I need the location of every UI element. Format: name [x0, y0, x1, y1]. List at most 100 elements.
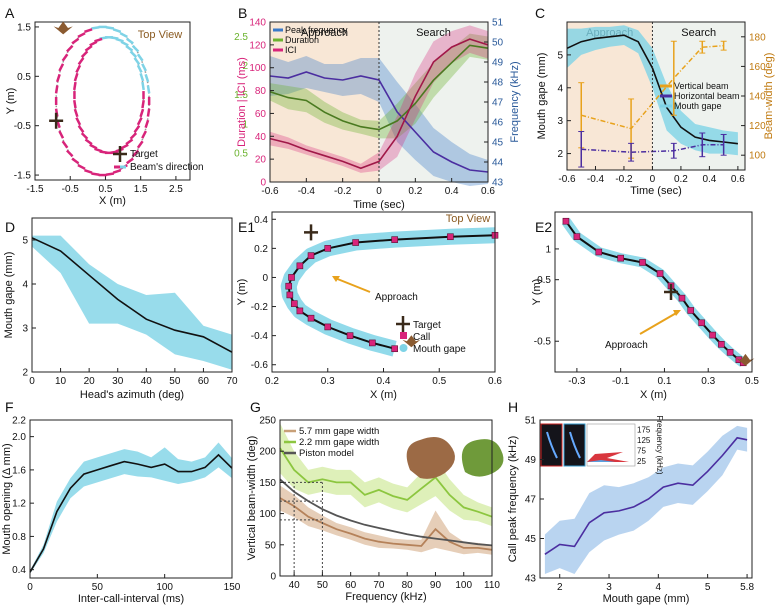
panel-letter: A: [5, 5, 15, 21]
panel-letter: G: [250, 399, 261, 415]
y-tick-label: 47: [525, 495, 537, 506]
call-marker: [617, 254, 624, 262]
beam-direction-mark: [84, 138, 93, 146]
gape-line: [31, 237, 233, 353]
plot-frame: [279, 419, 493, 577]
x-tick-label: 0: [650, 174, 656, 185]
target-cross-icon: [664, 284, 679, 300]
x-tick-label: -0.4: [298, 186, 316, 197]
call-marker: [307, 314, 315, 322]
beam-direction-mark: [139, 108, 145, 118]
legend-swatch: [400, 332, 407, 339]
x-tick-label: 50: [92, 582, 104, 593]
panel-f: 0 50 100 150 0.4 0.8 1.2 1.6 2.0 2.2 Inter-call-in…: [1, 416, 241, 606]
y-tick-label: 2.0: [12, 432, 26, 443]
x-axis-label: Mouth gape (mm): [603, 593, 690, 605]
beam-direction-mark: [77, 32, 86, 38]
x-axis-label: Frequency (kHz): [345, 591, 426, 603]
legend-label: Vertical beam: [674, 81, 729, 91]
x-tick-label: 0.6: [481, 186, 495, 197]
y-tick-label: 60: [255, 109, 267, 120]
y-tick-label: 120: [749, 121, 766, 132]
phase-label: Search: [416, 27, 451, 39]
y-axis-label: Mouth opening (Δ mm): [1, 443, 13, 554]
target-cross-icon: [304, 224, 319, 241]
x-tick-label: 0.5: [99, 184, 113, 195]
beam-direction-mark: [84, 28, 93, 33]
bat-icon: [402, 335, 421, 348]
plot-frame: [31, 217, 233, 373]
beam-direction-mark: [112, 169, 122, 174]
y-tick-label: 3: [22, 324, 28, 335]
legend-swatch: [399, 344, 408, 352]
beam-direction-mark: [58, 130, 65, 139]
beam-direction-mark: [139, 73, 145, 82]
beam-direction-mark: [71, 157, 80, 165]
beam-direction-mark: [146, 108, 151, 117]
opening-band: [30, 442, 232, 574]
beam-direction-mark: [84, 169, 93, 174]
beam-direction-mark: [80, 50, 89, 58]
y-tick-label: 150: [259, 478, 276, 489]
beam-direction-mark: [119, 32, 128, 38]
approach-arrow: [334, 277, 371, 293]
x-axis-label: X (m): [99, 195, 126, 207]
x-tick-label: 0: [376, 186, 382, 197]
legend-label: 2.2 mm gape width: [299, 437, 379, 448]
skull-icon-brown: [406, 436, 455, 479]
search-shading: [379, 22, 488, 182]
beam-direction-mark: [61, 140, 69, 149]
panel-letter: C: [535, 5, 545, 21]
call-marker: [324, 245, 332, 252]
legend-beam: Beam's direction: [130, 162, 204, 173]
duration-line: [269, 44, 489, 131]
plot-frame: [554, 211, 753, 373]
beam-direction-mark: [77, 164, 86, 170]
x-axis-label: Time (sec): [630, 185, 682, 197]
beam-direction-mark: [141, 130, 147, 139]
x-tick-label: 150: [224, 582, 241, 593]
y-tick-label: 46: [492, 118, 504, 129]
gape-2-2-line: [279, 447, 493, 518]
y-tick-label: 5: [22, 236, 28, 247]
x-tick-label: 10: [55, 376, 67, 387]
legend-label: ICI: [285, 45, 297, 55]
y-tick-label: -0.4: [251, 331, 269, 342]
call-marker: [346, 332, 354, 339]
x-tick-label: -0.3: [568, 376, 586, 387]
x-tick-label: 0.4: [445, 186, 459, 197]
x-tick-label: -0.2: [334, 186, 352, 197]
beam-direction-mark: [66, 149, 74, 158]
call-marker: [562, 217, 570, 225]
y-tick-label: 140: [749, 92, 766, 103]
x-tick-label: 70: [226, 376, 238, 387]
panel-title: Top View: [446, 213, 490, 225]
beam-direction-mark: [136, 117, 143, 126]
legend-label: Mouth gape: [413, 344, 466, 355]
beam-direction-mark: [141, 81, 145, 91]
x-tick-label: 0.5: [745, 376, 759, 387]
beam-direction-mark: [146, 85, 151, 94]
annotation-label: Approach: [375, 292, 418, 303]
frequency-line: [544, 436, 748, 555]
call-marker: [726, 349, 734, 356]
legend-label: Call: [413, 332, 430, 343]
x-tick-label: 0.4: [702, 174, 716, 185]
y-tick-label: 100: [749, 151, 766, 162]
beam-direction-mark: [129, 132, 138, 140]
x-tick-label: 50: [317, 580, 329, 591]
inset-spectrum-red: [587, 452, 629, 462]
x-tick-label: 0.1: [657, 376, 671, 387]
x-tick-label: 90: [430, 580, 442, 591]
x-tick-label: 40: [141, 376, 153, 387]
phase-label: Search: [681, 27, 716, 39]
approach-arrow: [639, 311, 679, 335]
bat-icon: [736, 353, 755, 366]
y-tick-label: 0: [262, 273, 268, 284]
y-tick-label: 44: [492, 158, 504, 169]
panel-letter: E2: [535, 219, 552, 235]
panel-letter: D: [5, 219, 15, 235]
y-tick-label: 0: [270, 572, 276, 583]
beam-direction-mark: [94, 37, 103, 43]
